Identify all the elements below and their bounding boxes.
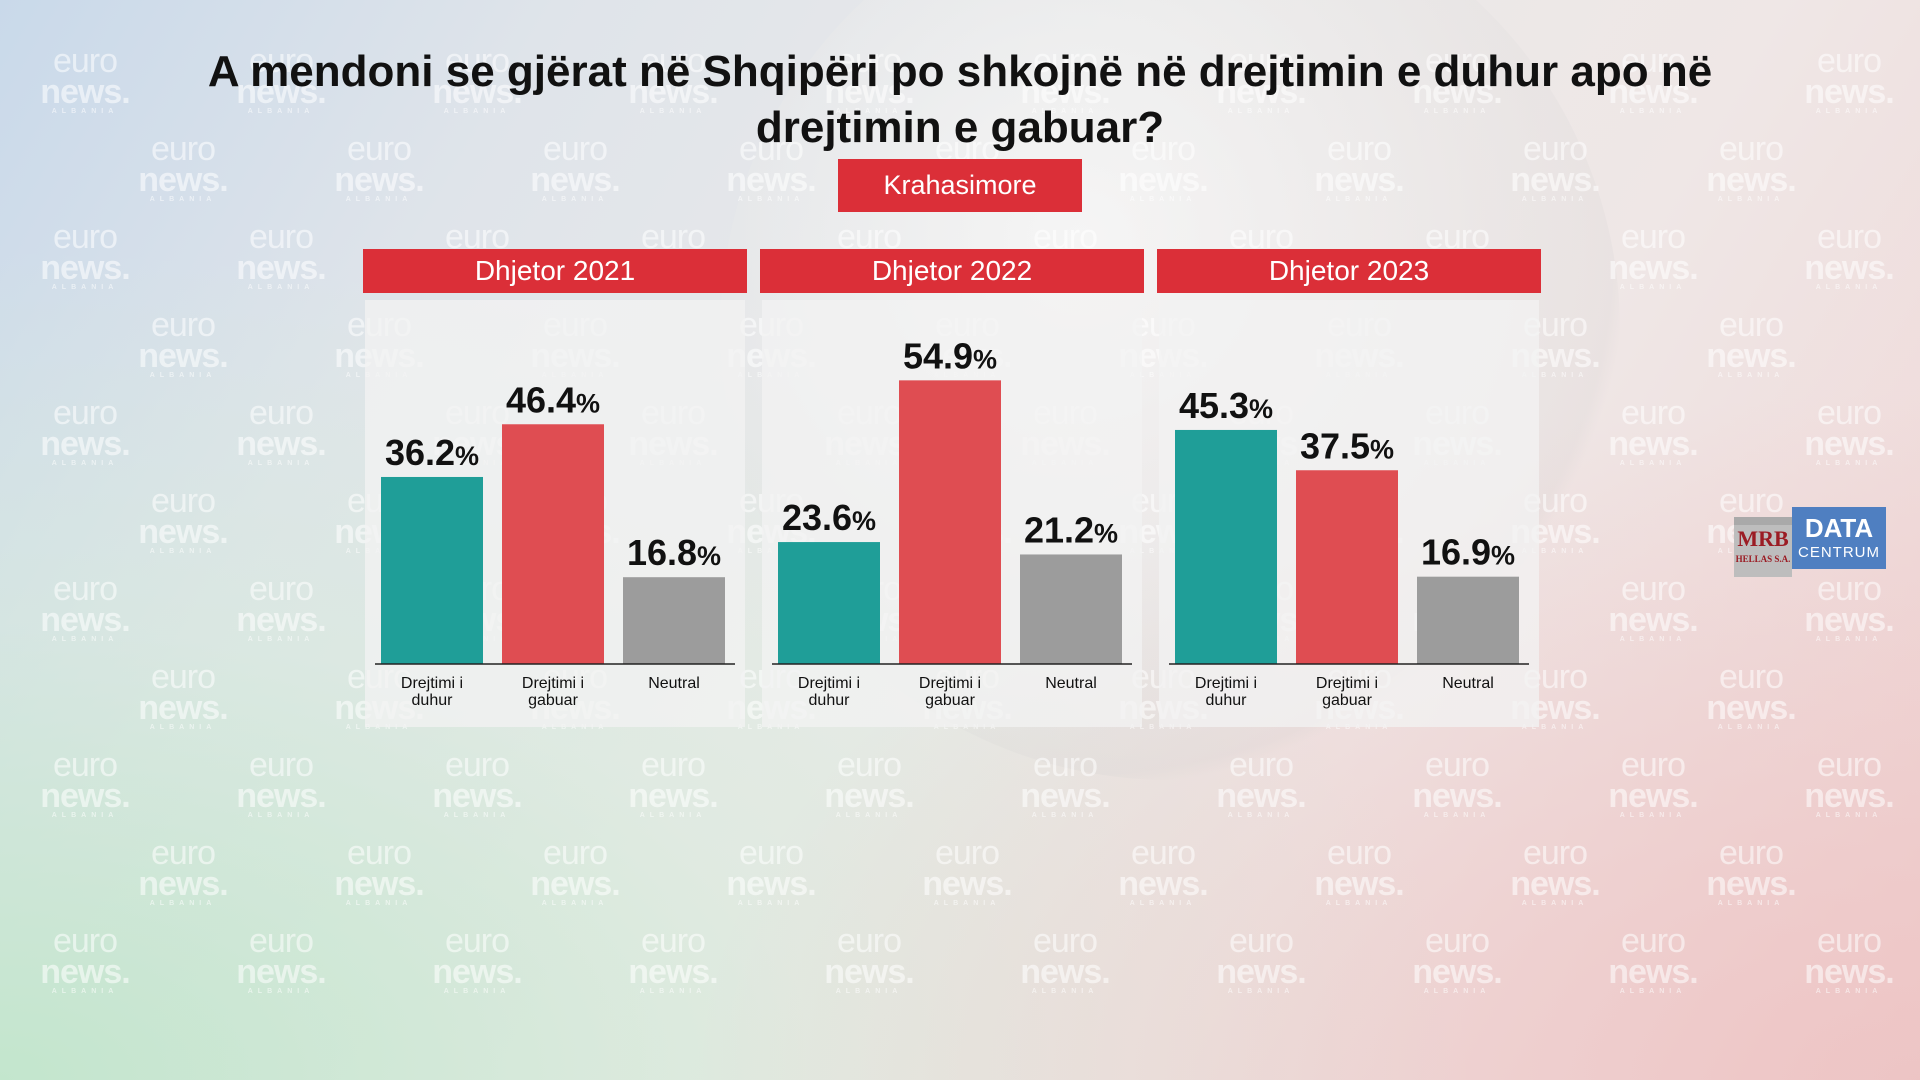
category-label-neutral: Neutral bbox=[648, 675, 700, 692]
category-label-drejtimi-i-duhur: duhur bbox=[412, 692, 454, 709]
bar-neutral bbox=[1417, 576, 1519, 664]
mrb-logo-text: MRB bbox=[1737, 526, 1789, 551]
value-label-drejtimi-i-duhur: 23.6% bbox=[782, 497, 876, 538]
category-label-drejtimi-i-duhur: Drejtimi i bbox=[401, 675, 463, 692]
category-label-drejtimi-i-duhur: Drejtimi i bbox=[798, 675, 860, 692]
chart-panel-2023: 45.3% Drejtimi i duhur 37.5% Drejtimi i gabua… bbox=[1159, 300, 1539, 727]
subtitle-tag: Krahasimore bbox=[838, 159, 1082, 212]
category-label-drejtimi-i-gabuar: gabuar bbox=[925, 692, 975, 709]
panel-title-2022: Dhjetor 2022 bbox=[760, 249, 1144, 293]
mrb-logo-subtext: HELLAS S.A. bbox=[1735, 554, 1791, 564]
value-label-neutral: 16.9% bbox=[1421, 532, 1515, 573]
value-label-drejtimi-i-gabuar: 37.5% bbox=[1300, 425, 1394, 466]
datacentrum-logo-box: DATA CENTRUM bbox=[1792, 507, 1886, 569]
category-label-drejtimi-i-gabuar: Drejtimi i bbox=[522, 675, 584, 692]
panel-title-2023: Dhjetor 2023 bbox=[1157, 249, 1541, 293]
value-label-drejtimi-i-duhur: 45.3% bbox=[1179, 385, 1273, 426]
category-label-neutral: Neutral bbox=[1442, 675, 1494, 692]
mrb-logo-box bbox=[1734, 517, 1792, 577]
category-label-drejtimi-i-gabuar: gabuar bbox=[1322, 692, 1372, 709]
bar-drejtimi-i-duhur bbox=[381, 476, 483, 664]
bar-drejtimi-i-gabuar bbox=[1296, 470, 1398, 664]
mrb-datacentrum-logo: MRB HELLAS S.A. DATA CENTRUM bbox=[1734, 507, 1886, 577]
chart-panel-2022: 23.6% Drejtimi i duhur 54.9% Drejtimi i gabua… bbox=[762, 300, 1142, 727]
category-label-drejtimi-i-gabuar: gabuar bbox=[528, 692, 578, 709]
datacentrum-logo-top: DATA bbox=[1804, 513, 1874, 543]
datacentrum-logo-bottom: CENTRUM bbox=[1798, 544, 1880, 561]
bar-drejtimi-i-gabuar bbox=[899, 380, 1001, 664]
bar-drejtimi-i-duhur bbox=[778, 542, 880, 664]
category-label-drejtimi-i-duhur: duhur bbox=[809, 692, 851, 709]
bar-neutral bbox=[1020, 554, 1122, 664]
chart-title: A mendoni se gjërat në Shqipëri po shkoj… bbox=[207, 47, 1713, 152]
category-label-drejtimi-i-gabuar: Drejtimi i bbox=[1316, 675, 1378, 692]
category-label-drejtimi-i-duhur: duhur bbox=[1206, 692, 1248, 709]
category-label-neutral: Neutral bbox=[1045, 675, 1097, 692]
value-label-drejtimi-i-duhur: 36.2% bbox=[385, 432, 479, 473]
bar-drejtimi-i-duhur bbox=[1175, 429, 1277, 664]
value-label-drejtimi-i-gabuar: 46.4% bbox=[506, 379, 600, 420]
category-label-drejtimi-i-gabuar: Drejtimi i bbox=[919, 675, 981, 692]
bar-drejtimi-i-gabuar bbox=[502, 424, 604, 664]
bar-neutral bbox=[623, 577, 725, 664]
chart-panel-2021: 36.2% Drejtimi i duhur 46.4% Drejtimi i gabua… bbox=[365, 300, 745, 727]
panel-title-2021: Dhjetor 2021 bbox=[363, 249, 747, 293]
category-label-drejtimi-i-duhur: Drejtimi i bbox=[1195, 675, 1257, 692]
value-label-neutral: 16.8% bbox=[627, 532, 721, 573]
value-label-drejtimi-i-gabuar: 54.9% bbox=[903, 335, 997, 376]
value-label-neutral: 21.2% bbox=[1024, 509, 1118, 550]
